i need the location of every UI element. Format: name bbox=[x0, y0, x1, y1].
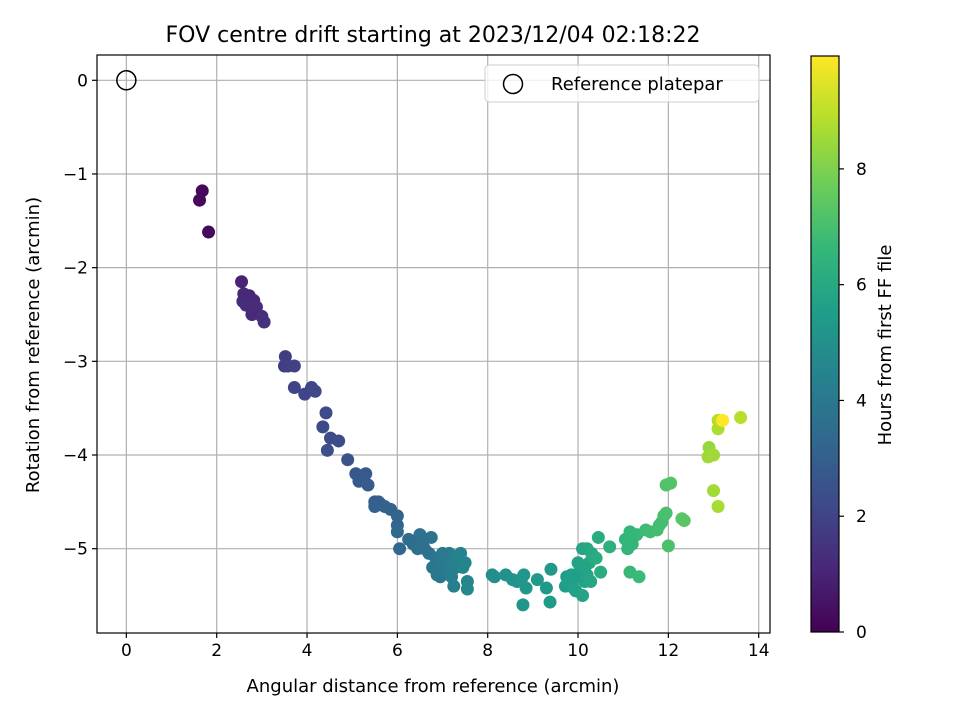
data-point bbox=[193, 193, 207, 207]
data-point bbox=[591, 530, 605, 544]
data-point bbox=[589, 551, 603, 565]
x-gridlines bbox=[125, 55, 760, 633]
colorbar-tick-label: 4 bbox=[856, 391, 867, 411]
legend-entry-label: Reference platepar bbox=[551, 74, 723, 95]
data-point bbox=[716, 413, 730, 427]
data-point bbox=[661, 539, 675, 553]
data-point bbox=[458, 556, 472, 570]
data-point bbox=[361, 478, 375, 492]
data-point bbox=[544, 562, 558, 576]
colorbar-tick-label: 6 bbox=[856, 276, 867, 296]
data-point bbox=[707, 448, 721, 462]
x-tick-label: 8 bbox=[482, 641, 493, 661]
data-point bbox=[341, 453, 355, 467]
data-point bbox=[652, 518, 666, 532]
data-point bbox=[202, 225, 216, 239]
x-tick-label: 2 bbox=[211, 641, 222, 661]
data-point bbox=[393, 542, 407, 556]
data-point bbox=[487, 570, 501, 584]
colorbar: 0 2 4 6 8 Hours from first FF file bbox=[810, 55, 896, 643]
data-point bbox=[584, 574, 598, 588]
plot-frame bbox=[96, 54, 771, 634]
data-point bbox=[711, 500, 725, 514]
data-point bbox=[603, 540, 617, 554]
x-axis-label: Angular distance from reference (arcmin) bbox=[247, 676, 620, 697]
data-point bbox=[257, 315, 271, 329]
y-tick-label: −5 bbox=[63, 540, 88, 560]
data-point bbox=[625, 537, 639, 551]
x-tick-label: 0 bbox=[121, 641, 132, 661]
x-tick-label: 12 bbox=[658, 641, 680, 661]
colorbar-tick-label: 8 bbox=[856, 160, 867, 180]
scatter-points bbox=[193, 184, 748, 612]
data-point bbox=[516, 598, 530, 612]
data-point bbox=[424, 530, 438, 544]
data-point bbox=[235, 275, 249, 289]
data-point bbox=[332, 434, 346, 448]
x-tick-label: 4 bbox=[302, 641, 313, 661]
reference-point-marker bbox=[116, 70, 137, 91]
colorbar-frame bbox=[810, 55, 840, 633]
data-point bbox=[316, 420, 330, 434]
colorbar-ticks: 0 2 4 6 8 bbox=[839, 160, 867, 643]
data-point bbox=[287, 359, 301, 373]
data-point bbox=[390, 509, 404, 523]
colorbar-label: Hours from first FF file bbox=[875, 245, 896, 446]
y-tick-label: −2 bbox=[63, 259, 88, 279]
data-point bbox=[308, 384, 322, 398]
colorbar-gradient bbox=[811, 56, 839, 632]
data-point bbox=[578, 560, 592, 574]
data-point bbox=[567, 570, 581, 584]
y-tick-label: 0 bbox=[77, 71, 88, 91]
data-point bbox=[390, 525, 404, 539]
data-point bbox=[445, 570, 459, 584]
data-point bbox=[734, 411, 748, 425]
data-point bbox=[707, 484, 721, 498]
colorbar-tick-label: 0 bbox=[856, 623, 867, 643]
x-tick-label: 10 bbox=[567, 641, 589, 661]
legend-marker-open-circle bbox=[502, 73, 524, 95]
data-point bbox=[539, 581, 553, 595]
legend: Reference platepar bbox=[484, 64, 760, 103]
data-point bbox=[530, 573, 544, 587]
data-point bbox=[287, 381, 301, 395]
data-point bbox=[320, 443, 334, 457]
data-point bbox=[460, 582, 474, 596]
legend-box bbox=[484, 64, 760, 103]
data-point bbox=[319, 406, 333, 420]
y-gridlines bbox=[97, 79, 770, 550]
y-tick-label: −4 bbox=[63, 446, 88, 466]
data-point bbox=[677, 514, 691, 528]
x-tick-label: 14 bbox=[748, 641, 770, 661]
data-point bbox=[543, 595, 557, 609]
x-tick-label: 6 bbox=[392, 641, 403, 661]
y-axis-ticks: 0 −1 −2 −3 −4 −5 bbox=[63, 71, 97, 560]
data-point bbox=[368, 500, 382, 514]
colorbar-tick-label: 2 bbox=[856, 507, 867, 527]
data-point bbox=[246, 303, 260, 317]
data-point bbox=[517, 568, 531, 582]
data-point bbox=[594, 565, 608, 579]
y-tick-label: −1 bbox=[63, 165, 88, 185]
data-point bbox=[664, 476, 678, 490]
data-point bbox=[417, 542, 431, 556]
data-point bbox=[632, 570, 646, 584]
data-point bbox=[436, 546, 450, 560]
chart-title: FOV centre drift starting at 2023/12/04 … bbox=[166, 23, 701, 48]
data-point bbox=[430, 568, 444, 582]
y-axis-label: Rotation from reference (arcmin) bbox=[23, 197, 44, 493]
data-point bbox=[576, 589, 590, 603]
y-tick-label: −3 bbox=[63, 352, 88, 372]
data-point bbox=[659, 506, 673, 520]
x-axis-ticks: 0 2 4 6 8 10 12 14 bbox=[121, 633, 770, 661]
data-point bbox=[519, 581, 533, 595]
plot-area bbox=[96, 54, 771, 634]
